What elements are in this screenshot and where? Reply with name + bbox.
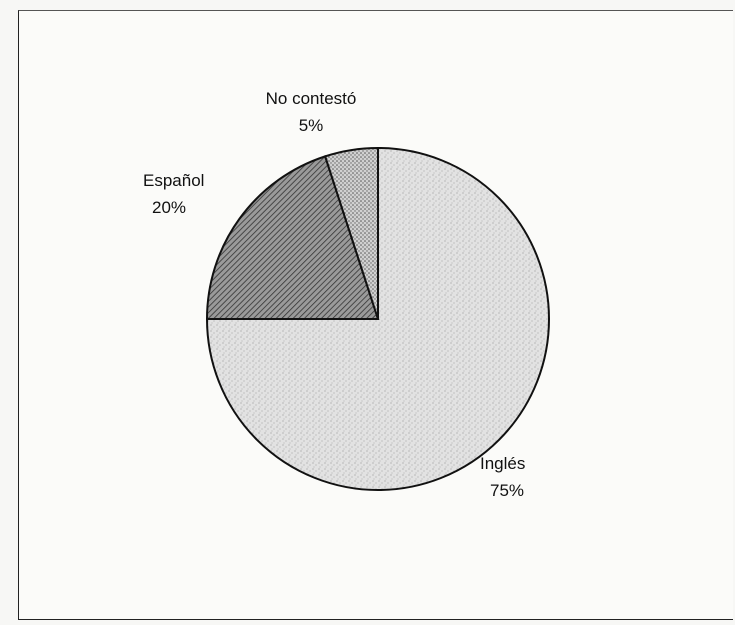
- slice-value-ingles: 75%: [490, 481, 524, 500]
- slice-label-espanol: Español: [143, 171, 204, 190]
- pie-slice-no-contesto: [323, 146, 379, 320]
- pie-slice-espanol: [205, 155, 380, 320]
- slice-label-no-contesto: No contestó: [266, 89, 357, 108]
- slice-value-no-contesto: 5%: [299, 116, 324, 135]
- slice-value-espanol: 20%: [152, 198, 186, 217]
- slice-label-ingles: Inglés: [480, 454, 525, 473]
- pie-slices: [205, 146, 550, 491]
- pie-slice-ingles: [205, 146, 550, 491]
